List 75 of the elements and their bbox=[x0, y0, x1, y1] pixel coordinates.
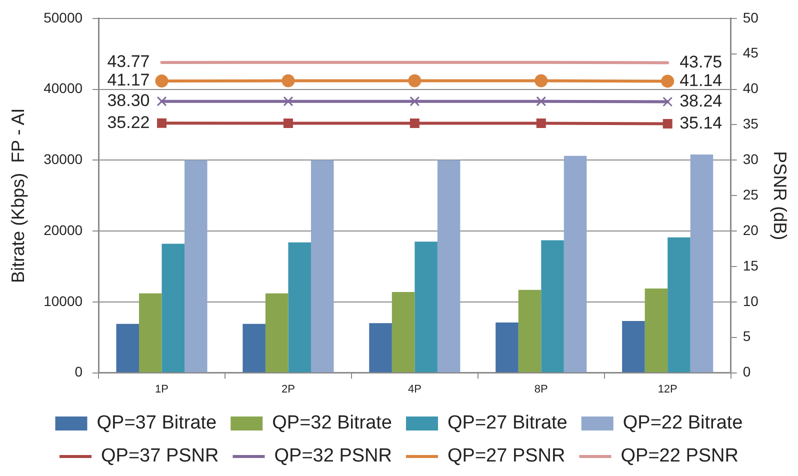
point bbox=[283, 118, 293, 128]
x-tick-label: 12P bbox=[658, 383, 678, 396]
y-tick-label: 10000 bbox=[44, 292, 83, 309]
point bbox=[283, 96, 294, 106]
point bbox=[410, 118, 420, 128]
legend-label: QP=37 Bitrate bbox=[96, 412, 217, 434]
bar bbox=[518, 290, 542, 372]
x-tick-label: 1P bbox=[155, 383, 168, 396]
bar bbox=[116, 324, 139, 372]
y2-tick-label: 45 bbox=[742, 44, 759, 61]
y2-tick-label: 15 bbox=[742, 257, 759, 274]
y-tick-label: 40000 bbox=[44, 80, 83, 96]
bar bbox=[690, 154, 714, 372]
legend-label: QP=37 PSNR bbox=[101, 446, 219, 467]
bar bbox=[242, 324, 266, 372]
x-tick-label: 2P bbox=[281, 383, 295, 396]
bar bbox=[162, 244, 185, 372]
bar bbox=[622, 321, 645, 372]
y2-tick-label: 10 bbox=[742, 292, 759, 309]
point bbox=[662, 118, 672, 128]
data-label: 38.24 bbox=[680, 91, 722, 110]
y2-tick-label: 50 bbox=[742, 9, 759, 26]
legend-label: QP=22 PSNR bbox=[620, 446, 738, 467]
bar bbox=[139, 293, 162, 372]
data-label: 35.14 bbox=[680, 113, 722, 132]
y2-tick-label: 5 bbox=[742, 328, 751, 344]
x-tick-label: 4P bbox=[408, 383, 422, 396]
point bbox=[662, 96, 673, 107]
point bbox=[661, 74, 674, 88]
bar bbox=[541, 240, 564, 372]
data-label: 43.75 bbox=[680, 52, 722, 72]
y2-tick-label: 30 bbox=[742, 151, 759, 168]
y2-tick-label: 20 bbox=[742, 222, 759, 238]
bar bbox=[288, 242, 311, 372]
bar bbox=[564, 156, 587, 372]
data-label: 41.14 bbox=[680, 70, 722, 90]
bar bbox=[437, 160, 460, 372]
y-tick-label: 20000 bbox=[44, 222, 83, 238]
y-tick-label: 50000 bbox=[44, 9, 83, 26]
data-label: 41.17 bbox=[107, 70, 150, 90]
data-label: 38.30 bbox=[107, 91, 150, 110]
legend-label: QP=32 Bitrate bbox=[272, 412, 392, 434]
y2-tick-label: 35 bbox=[742, 116, 759, 132]
bar bbox=[392, 292, 415, 372]
point bbox=[410, 96, 420, 106]
bar bbox=[310, 160, 334, 372]
bar bbox=[184, 160, 208, 372]
y2-tick-label: 0 bbox=[742, 364, 751, 380]
legend-label: QP=22 Bitrate bbox=[622, 412, 743, 434]
point bbox=[282, 74, 295, 88]
legend-label: QP=27 PSNR bbox=[448, 446, 566, 467]
y2-tick-label: 40 bbox=[742, 80, 759, 96]
point bbox=[156, 96, 167, 106]
data-label: 35.22 bbox=[107, 112, 150, 132]
legend-label: QP=27 Bitrate bbox=[448, 412, 568, 434]
bar bbox=[265, 293, 288, 372]
data-label: 43.77 bbox=[107, 52, 150, 72]
point bbox=[157, 118, 167, 128]
bar bbox=[496, 322, 518, 372]
x-tick-label: 8P bbox=[534, 383, 548, 396]
bar bbox=[414, 242, 438, 372]
y2-tick-label: 25 bbox=[742, 186, 759, 202]
y2-axis-title: PSNR (dB) bbox=[770, 151, 790, 240]
point bbox=[534, 74, 548, 88]
y-axis-title: Bitrate (Kbps) FP - AI bbox=[8, 108, 28, 283]
bar bbox=[644, 288, 668, 372]
legend-label: QP=32 PSNR bbox=[274, 446, 392, 467]
y-tick-label: 30000 bbox=[44, 151, 83, 168]
y-tick-label: 0 bbox=[74, 364, 83, 380]
bar bbox=[369, 323, 392, 372]
point bbox=[536, 118, 546, 128]
bar bbox=[668, 237, 690, 372]
point bbox=[155, 74, 168, 88]
point bbox=[408, 74, 422, 88]
point bbox=[536, 96, 546, 106]
